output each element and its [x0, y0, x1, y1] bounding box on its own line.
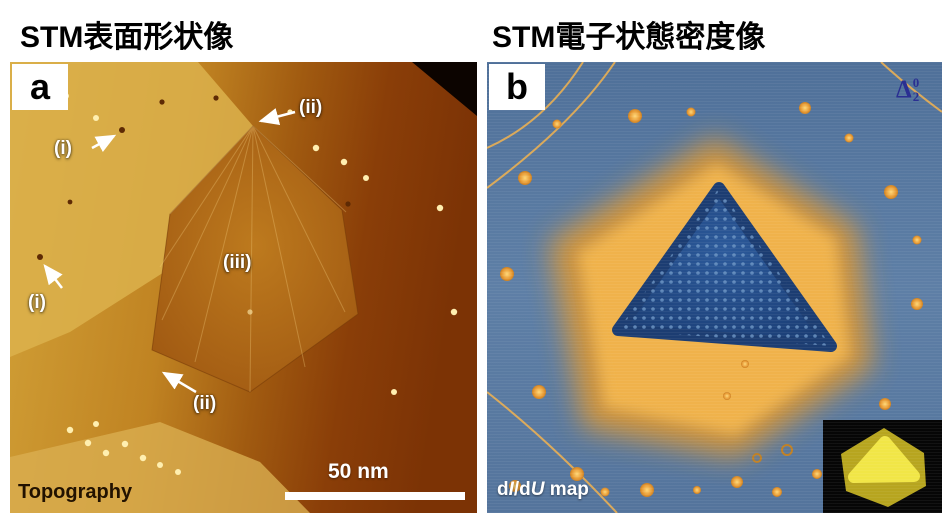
delta-subscript: 2	[912, 88, 920, 104]
delta-superscript: 0	[912, 75, 920, 90]
panel-label-b: b	[489, 64, 545, 110]
facet-lines	[159, 125, 347, 393]
annotation-i-upper: (i)	[54, 138, 72, 159]
annotation-ii-top: (ii)	[299, 97, 323, 118]
nanoparticle-inset	[823, 420, 942, 513]
topography-caption: Topography	[18, 481, 133, 503]
triangle-facet	[612, 182, 837, 368]
scale-bar	[285, 492, 465, 500]
bright-dots	[63, 93, 458, 475]
dos-caption: dI/dU map	[497, 479, 589, 500]
dos-map-image	[487, 62, 942, 513]
dos-dots	[500, 102, 923, 497]
dark-dots	[37, 95, 351, 260]
dos-map-panel: b Δ 0 2 dI/dU map	[487, 62, 942, 513]
scale-bar-label: 50 nm	[328, 460, 389, 483]
delta-formula: Δ 0 2	[896, 76, 919, 103]
annotation-ii-bottom: (ii)	[193, 393, 217, 414]
figure-title-topography: STM表面形状像	[20, 21, 234, 54]
annotation-arrows	[43, 108, 296, 394]
figure-title-dos: STM電子状態密度像	[492, 21, 766, 54]
topography-image	[10, 62, 477, 513]
topography-panel: a (ii) (i) (iii) (i) (ii) 50 nm Topograp…	[10, 62, 477, 513]
delta-symbol: Δ	[896, 76, 912, 104]
annotation-iii: (iii)	[223, 252, 252, 273]
annotation-i-lower: (i)	[28, 292, 46, 313]
ring-defects	[752, 444, 793, 463]
panel-label-a: a	[12, 64, 68, 110]
